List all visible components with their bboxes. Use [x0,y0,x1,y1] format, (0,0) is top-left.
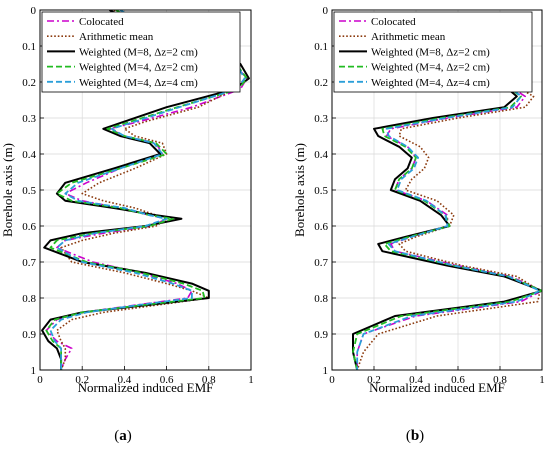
legend-label-5: Weighted (M=4, Δz=4 cm) [79,77,198,89]
x-tick-label: 0.2 [367,374,381,386]
y-tick-label: 0.9 [22,329,36,341]
x-tick-label: 0.8 [493,374,507,386]
y-tick-label: 0.7 [314,257,328,269]
y-axis-label: Borehole axis (m) [292,143,307,237]
y-axis-label: Borehole axis (m) [0,143,15,237]
x-tick-label: 0.4 [409,374,423,386]
y-tick-label: 0.4 [314,149,328,161]
x-tick-label: 1 [539,374,545,386]
series-group [41,10,250,370]
y-tick-label: 0.6 [22,221,36,233]
legend-label-3: Weighted (M=8, Δz=2 cm) [79,46,198,58]
legend-label-4: Weighted (M=4, Δz=2 cm) [371,62,490,74]
y-tick-label: 0.7 [22,257,36,269]
y-tick-label: 1 [31,365,37,377]
y-tick-label: 0.2 [314,77,328,89]
y-tick-label: 0.1 [314,41,328,53]
x-tick-label: 0.4 [118,374,132,386]
legend-label-5: Weighted (M=4, Δz=4 cm) [371,77,490,89]
x-tick-label: 0.6 [160,374,174,386]
y-tick-label: 0.6 [314,221,328,233]
y-tick-label: 1 [323,365,329,377]
x-axis-label: Normalized induced EMF [78,380,214,395]
y-tick-label: 0.1 [22,41,36,53]
x-tick-label: 1 [248,374,254,386]
x-tick-label: 0.8 [202,374,216,386]
y-tick-label: 0 [323,5,329,17]
x-axis-label: Normalized induced EMF [369,380,505,395]
series-line-1 [356,74,542,370]
x-tick-label: 0.6 [451,374,465,386]
legend-label-3: Weighted (M=8, Δz=2 cm) [371,46,490,58]
series-group [352,73,542,370]
y-tick-label: 0.5 [22,185,36,197]
y-tick-label: 0.3 [314,113,328,125]
y-tick-label: 0 [31,5,37,17]
x-tick-label: 0 [37,374,43,386]
y-tick-label: 0.2 [22,77,36,89]
y-tick-label: 0.3 [22,113,36,125]
series-line-5 [49,10,246,370]
series-line-5 [356,74,541,370]
panel-caption: (a) [114,428,132,444]
chart-panel-b: 0 0.2 0.4 0.6 0.8 100.10.20.30.40.50.60.70.80… [292,5,545,444]
legend-label-2: Arithmetic mean [79,31,154,43]
y-tick-label: 0.8 [22,293,36,305]
series-line-3 [41,10,250,370]
series-line-3 [352,73,542,370]
y-tick-label: 0.5 [314,185,328,197]
legend-label-1: Colocated [79,16,124,28]
x-tick-label: 0.2 [75,374,89,386]
y-tick-label: 0.9 [314,329,328,341]
panel-caption: (b) [406,428,424,444]
legend-label-4: Weighted (M=4, Δz=2 cm) [79,62,198,74]
y-tick-label: 0.4 [22,149,36,161]
legend-label-2: Arithmetic mean [371,31,446,43]
legend-label-1: Colocated [371,16,416,28]
chart-panel-a: 0 0.2 0.4 0.6 0.8 100.10.20.30.40.50.60.70.80… [0,5,254,444]
y-tick-label: 0.8 [314,293,328,305]
x-tick-label: 0 [329,374,335,386]
